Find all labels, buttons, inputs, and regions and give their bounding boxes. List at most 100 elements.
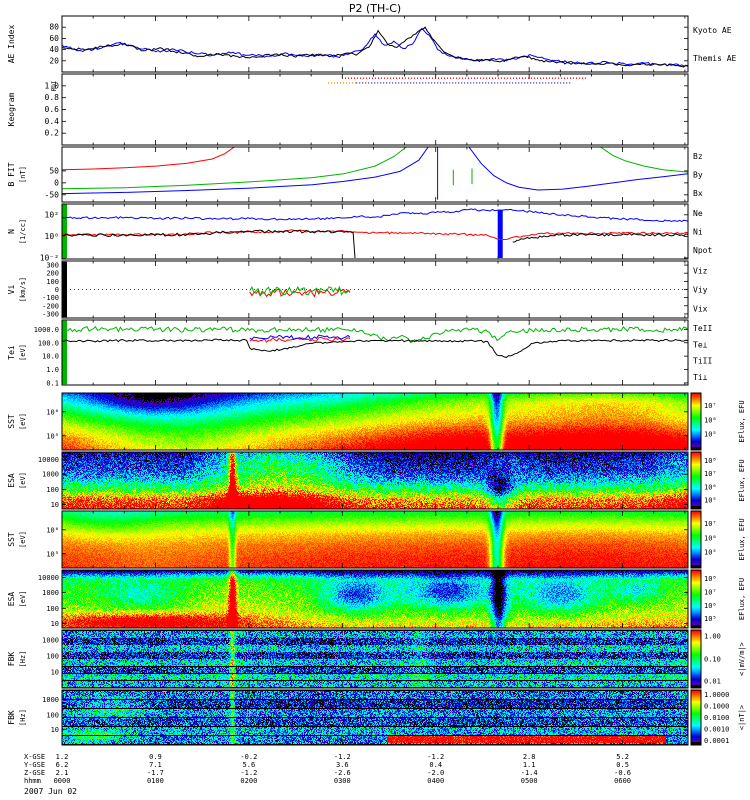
colorbar-sst_i [691, 393, 701, 450]
roi-label: ROI [51, 80, 58, 91]
colorbar-tick-label: 10⁶ [704, 534, 717, 542]
colorbar-tick-label: 0.0100 [704, 714, 729, 722]
axis-row-value: 2.8 [523, 753, 536, 761]
ytick-label: 1000 [42, 696, 59, 704]
panel-ylabel: Vi [7, 285, 16, 295]
series-bz [62, 147, 235, 171]
axis-row-value: 6.2 [56, 761, 69, 769]
axis-row-label: hhmm [24, 777, 41, 785]
series-ni [62, 229, 356, 259]
panel-yunit: [1/cc] [19, 219, 27, 244]
series-label-viy: Viy [693, 286, 708, 295]
series-by [600, 147, 688, 173]
axis-row-value: 5.6 [243, 761, 256, 769]
ytick-label: 10.0 [42, 353, 59, 361]
axis-row-value: 1.2 [56, 753, 69, 761]
spectrogram-sst_i-canvas [62, 393, 688, 450]
panel-ae: 80 60 40 20 AE Index Kyoto AE Themis AE [7, 15, 737, 73]
ytick-label: 10000 [38, 456, 59, 464]
panel-ylabel: ESA [7, 473, 16, 488]
series-label-kyoto ae: Kyoto AE [693, 26, 732, 35]
ytick-label: 10 [51, 668, 59, 676]
spectrogram-esa_i-canvas [62, 452, 688, 509]
ytick-label: 10 [51, 726, 59, 734]
axis-row-value: -0.2 [240, 753, 257, 761]
axis-row-value: 0200 [240, 777, 257, 785]
colorbar-tick-label: 10⁷ [704, 470, 717, 478]
ytick-label: 0.4 [45, 117, 60, 126]
series-npot [62, 208, 688, 223]
colorbar-fbk_b [691, 690, 701, 745]
ytick-label: 100 [46, 605, 59, 613]
ytick-label: 10² [45, 210, 59, 219]
colorbar-tick-label: 1.0000 [704, 691, 729, 699]
colorbar-unit-label: EFlux, EFU [738, 518, 746, 560]
date-label: 2007 Jun 02 [24, 787, 77, 796]
colorbar-tick-label: 1.00 [704, 632, 721, 640]
series-kyoto-ae [62, 27, 688, 67]
ytick-label: 0.2 [45, 129, 60, 138]
axis-row-value: 1.1 [523, 761, 536, 769]
series-tiperp [249, 334, 351, 341]
series-tepar [62, 338, 688, 358]
colorbar-tick-label: 10⁸ [704, 575, 717, 583]
axis-row-value: -1.2 [427, 753, 444, 761]
series-label-npot: Npot [693, 246, 712, 255]
ytick-label: 10⁶ [46, 408, 59, 416]
panel-fbk_e: 1000 100 10 1.00 0.10 0.01 <|mV/m|> FBK [Hz] [7, 629, 746, 689]
panel-fbk_b: 1000 100 10 1.0000 0.1000 0.0100 0.0010 0.0001 <… [7, 689, 746, 746]
spectrogram-fbk_b-canvas [62, 690, 688, 745]
colorbar-tick-label: 10⁷ [704, 589, 717, 597]
ytick-label: 0.1 [46, 379, 59, 387]
series-label-te⊥: Te⊥ [693, 340, 708, 349]
panel-esa_i: 10000 1000 100 10 10⁸ 10⁷ 10⁶ 10⁵ EFlux, EFU ESA[… [7, 451, 746, 510]
series-by [62, 147, 407, 190]
colorbar-tick-label: 10⁵ [704, 431, 717, 439]
ytick-label: 60 [49, 34, 59, 43]
ytick-label: 100 [46, 486, 59, 494]
axis-row-value: -0.6 [614, 769, 631, 777]
spectrogram-esa_e-canvas [62, 570, 688, 628]
colorbar-tick-label: 10⁷ [704, 402, 717, 410]
page-title: P2 (TH-C) [348, 2, 402, 15]
ytick-label: 200 [46, 270, 59, 278]
ytick-label: 10 [51, 620, 59, 628]
axis-row-value: 5.2 [616, 753, 629, 761]
ytick-label: 100 [46, 711, 59, 719]
axis-row-value: -1.2 [334, 753, 351, 761]
colorbar-tick-label: 0.1000 [704, 702, 729, 710]
ytick-label: 40 [49, 45, 59, 54]
panel-ylabel: N [7, 229, 16, 234]
series-label-ne: Ne [693, 209, 703, 218]
ytick-label: -100 [42, 294, 59, 302]
colorbar-tick-label: 10⁵ [704, 615, 717, 623]
axis-row-value: 0300 [334, 777, 351, 785]
panel-ylabel: SST [7, 532, 16, 547]
panel-ylabel: ESA [7, 592, 16, 607]
axis-row-value: 0000 [54, 777, 71, 785]
axis-row-value: 3.6 [336, 761, 349, 769]
colorbar-sst_e [691, 511, 701, 568]
spectrogram-fbk_e-canvas [62, 630, 688, 688]
ytick-label: 1.0 [45, 81, 60, 90]
ytick-label: 1000 [42, 636, 59, 644]
ytick-label: 100 [46, 278, 59, 286]
ytick-label: 10⁰ [45, 232, 59, 241]
panel-ylabel: SST [7, 414, 16, 429]
series-label-bx: Bx [693, 189, 703, 198]
colorbar-fbk_e [691, 630, 701, 688]
panel-yunit: [eV] [19, 591, 27, 608]
ytick-label: 100.0 [38, 339, 59, 347]
ytick-label: 1000 [42, 589, 59, 597]
colorbar-tick-label: 10⁷ [704, 520, 717, 528]
colorbar-unit-label: EFlux, EFU [738, 459, 746, 501]
series-label-teii: TeII [693, 324, 712, 333]
ytick-label: 10⁵ [46, 432, 59, 440]
ytick-label: 10⁵ [46, 550, 59, 558]
series-label-ti⊥: Ti⊥ [693, 373, 708, 382]
panel-ylabel: B FIT [7, 162, 16, 186]
colorbar-tick-label: 0.0010 [704, 726, 729, 734]
ytick-label: 10⁶ [46, 526, 59, 534]
colorbar-tick-label: 10⁸ [704, 457, 717, 465]
series-label-tiii: TiII [693, 357, 712, 366]
